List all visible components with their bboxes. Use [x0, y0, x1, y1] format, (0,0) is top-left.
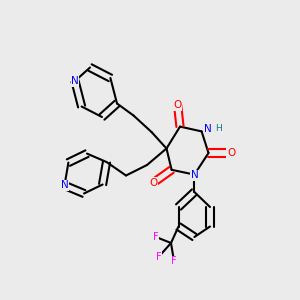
Text: N: N [190, 170, 198, 181]
Text: H: H [215, 124, 222, 133]
Text: O: O [227, 148, 235, 158]
Text: N: N [71, 76, 79, 86]
Text: O: O [173, 100, 182, 110]
Text: F: F [153, 232, 159, 242]
Text: O: O [149, 178, 157, 188]
Text: N: N [204, 124, 212, 134]
Text: N: N [61, 180, 68, 190]
Text: F: F [156, 251, 162, 262]
Text: F: F [171, 256, 177, 266]
